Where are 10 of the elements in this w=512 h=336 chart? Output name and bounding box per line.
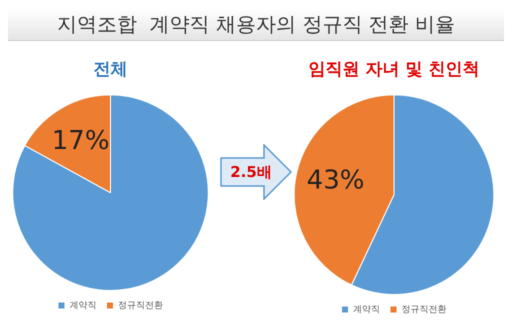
legend-label: 계약직 (353, 304, 380, 315)
data-label: 43% (306, 165, 364, 196)
data-label: 17% (52, 126, 110, 156)
chart-title: 임직원 자녀 및 친인척 (308, 60, 480, 80)
chart-title: 전체 (94, 60, 128, 80)
legend-label: 계약직 (70, 300, 96, 311)
text: 지역조합 계약직 채용자의 정규직 전환 비율 (8, 8, 504, 41)
legend-label: 정규직전환 (402, 304, 446, 315)
text: 2.5배 (229, 162, 273, 183)
legend-label: 정규직전환 (118, 300, 163, 311)
